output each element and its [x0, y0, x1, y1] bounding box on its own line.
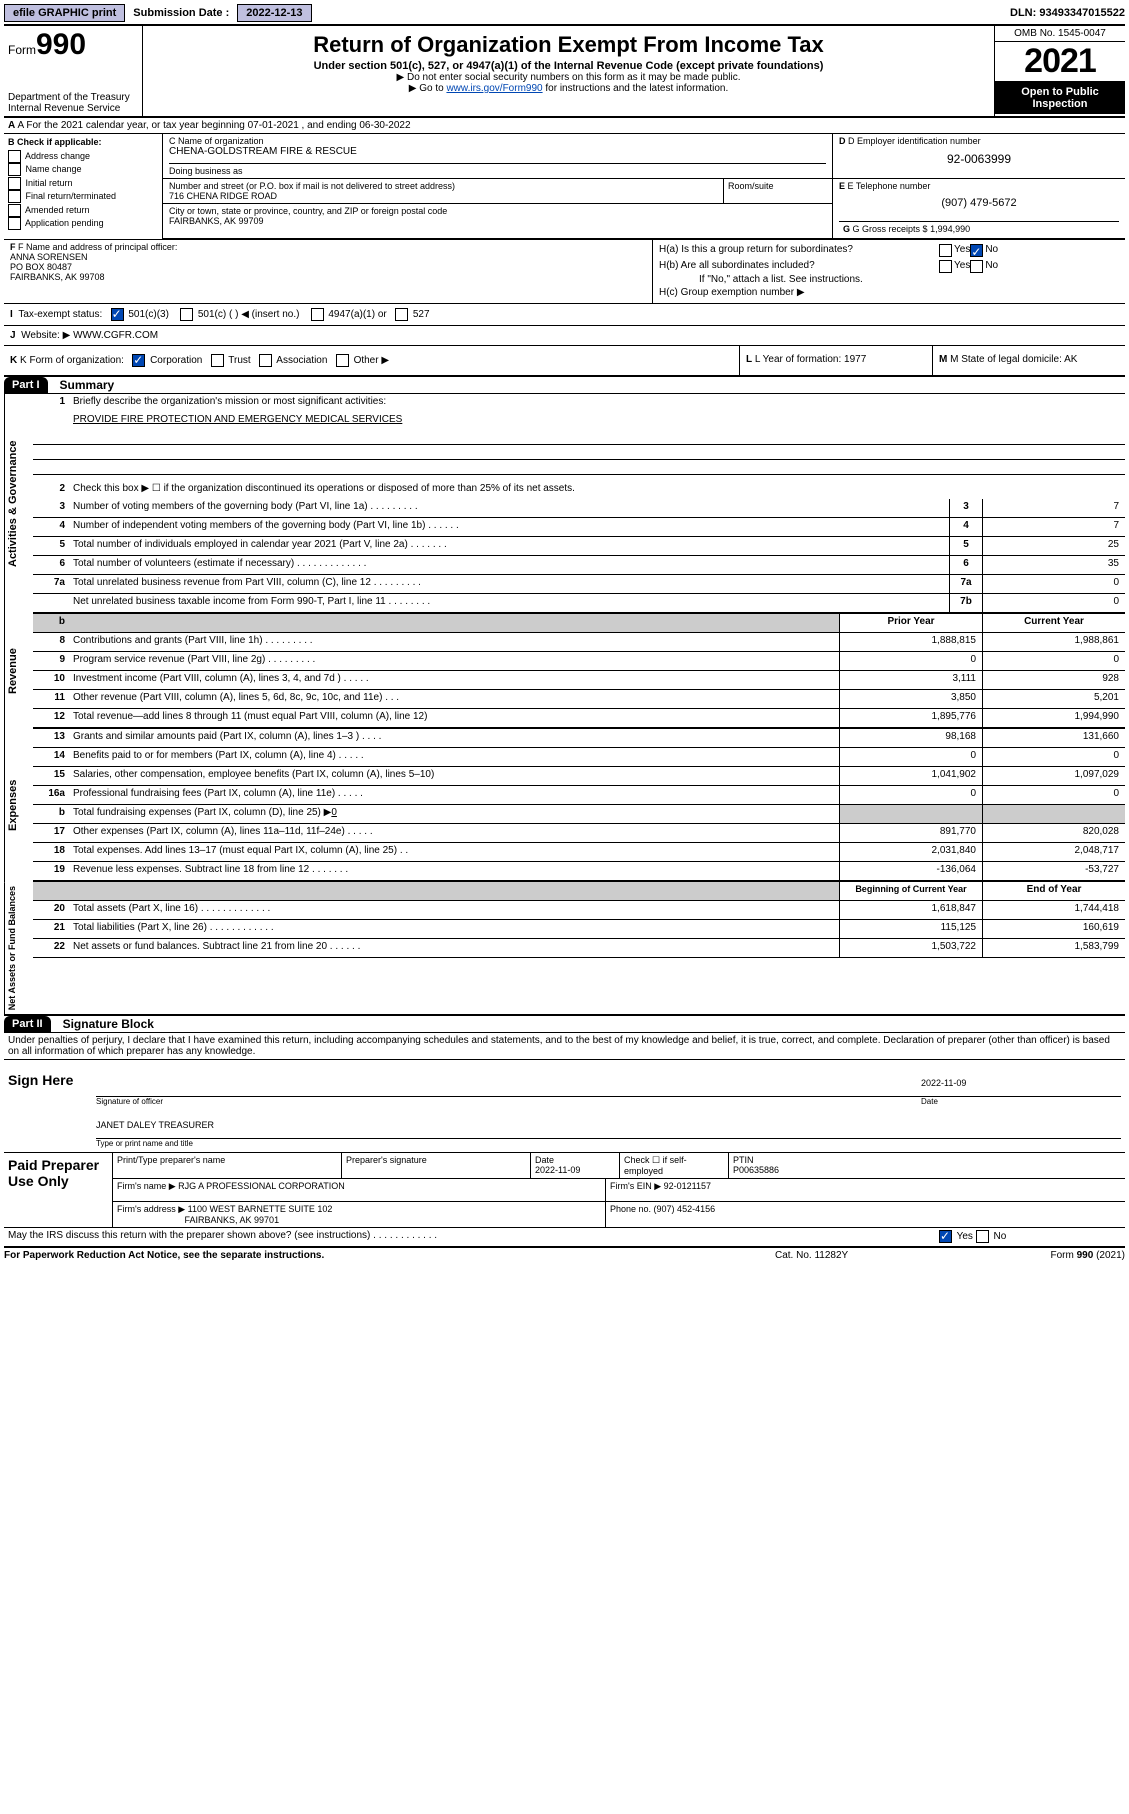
side-revenue: Revenue: [4, 614, 33, 729]
phone-cell: E E Telephone number (907) 479-5672 G G …: [832, 179, 1125, 238]
side-governance: Activities & Governance: [4, 394, 33, 614]
page-footer: For Paperwork Reduction Act Notice, see …: [4, 1248, 1125, 1261]
table-row: 19Revenue less expenses. Subtract line 1…: [33, 862, 1125, 882]
table-row: 21Total liabilities (Part X, line 26) . …: [33, 920, 1125, 939]
expenses-section: Expenses 13Grants and similar amounts pa…: [4, 729, 1125, 882]
table-row: 14Benefits paid to or for members (Part …: [33, 748, 1125, 767]
part1-header: Part I Summary: [4, 377, 1125, 394]
ein-cell: D D Employer identification number 92-00…: [832, 134, 1125, 178]
omb-number: OMB No. 1545-0047: [995, 26, 1125, 42]
preparer-section: Paid Preparer Use Only Print/Type prepar…: [4, 1152, 1125, 1227]
note-ssn: ▶ Do not enter social security numbers o…: [151, 72, 986, 83]
section-bcde: B Check if applicable: Address change Na…: [4, 134, 1125, 240]
state-domicile: M M State of legal domicile: AK: [932, 346, 1125, 375]
website-value[interactable]: WWW.CGFR.COM: [73, 330, 158, 341]
tax-exempt-status: I Tax-exempt status: 501(c)(3) 501(c) ( …: [4, 304, 1125, 325]
form-header: Form990 Department of the Treasury Inter…: [4, 26, 1125, 118]
phone-value: (907) 479-5672: [839, 191, 1119, 209]
header-left: Form990 Department of the Treasury Inter…: [4, 26, 143, 116]
year-formation: L L Year of formation: 1977: [739, 346, 932, 375]
officer-cell: F F Name and address of principal office…: [4, 240, 653, 303]
header-right: OMB No. 1545-0047 2021 Open to Public In…: [994, 26, 1125, 116]
table-row: 8Contributions and grants (Part VIII, li…: [33, 633, 1125, 652]
table-row: 16aProfessional fundraising fees (Part I…: [33, 786, 1125, 805]
note-link: ▶ Go to www.irs.gov/Form990 for instruct…: [151, 83, 986, 94]
table-row: 15Salaries, other compensation, employee…: [33, 767, 1125, 786]
declaration-text: Under penalties of perjury, I declare th…: [4, 1033, 1125, 1059]
revenue-section: Revenue bPrior YearCurrent Year 8Contrib…: [4, 614, 1125, 729]
open-inspection: Open to Public Inspection: [995, 82, 1125, 114]
form-title: Return of Organization Exempt From Incom…: [151, 32, 986, 58]
top-bar: efile GRAPHIC print Submission Date : 20…: [4, 4, 1125, 26]
table-row: 10Investment income (Part VIII, column (…: [33, 671, 1125, 690]
street-cell: Number and street (or P.O. box if mail i…: [163, 179, 723, 203]
table-row: 17Other expenses (Part IX, column (A), l…: [33, 824, 1125, 843]
officer-name: JANET DALEY TREASURER: [96, 1106, 1121, 1139]
dln: DLN: 93493347015522: [1010, 7, 1125, 19]
org-name-cell: C Name of organization CHENA-GOLDSTREAM …: [163, 134, 832, 178]
submission-date[interactable]: 2022-12-13: [237, 4, 311, 22]
discuss-row: May the IRS discuss this return with the…: [4, 1227, 1125, 1248]
gross-receipts: G G Gross receipts $ 1,994,990: [839, 221, 1119, 236]
website-row: J Website: ▶ WWW.CGFR.COM: [4, 326, 1125, 346]
table-row: 11Other revenue (Part VIII, column (A), …: [33, 690, 1125, 709]
sign-here-row: Sign Here Signature of officer 2022-11-0…: [4, 1059, 1125, 1152]
col-b-checkboxes: B Check if applicable: Address change Na…: [4, 134, 163, 239]
governance-section: Activities & Governance 1Briefly describ…: [4, 394, 1125, 614]
h-group-return: H(a) Is this a group return for subordin…: [653, 240, 1125, 303]
city-cell: City or town, state or province, country…: [163, 204, 832, 228]
table-row: 13Grants and similar amounts paid (Part …: [33, 729, 1125, 748]
submission-label: Submission Date :: [133, 7, 229, 19]
row-a-taxyear: A A For the 2021 calendar year, or tax y…: [4, 118, 1125, 134]
room-cell: Room/suite: [723, 179, 832, 203]
row-fh: F F Name and address of principal office…: [4, 240, 1125, 304]
header-mid: Return of Organization Exempt From Incom…: [143, 26, 994, 116]
form-of-org: K K Form of organization: Corporation Tr…: [4, 346, 739, 375]
efile-btn[interactable]: efile GRAPHIC print: [4, 4, 125, 22]
mission-text: PROVIDE FIRE PROTECTION AND EMERGENCY ME…: [69, 412, 1125, 430]
netassets-section: Net Assets or Fund Balances Beginning of…: [4, 882, 1125, 1016]
ein-value: 92-0063999: [839, 146, 1119, 166]
part2-header: Part II Signature Block: [4, 1016, 1125, 1033]
street-value: 716 CHENA RIDGE ROAD: [169, 191, 717, 201]
table-row: 18Total expenses. Add lines 13–17 (must …: [33, 843, 1125, 862]
side-expenses: Expenses: [4, 729, 33, 882]
table-row: 20Total assets (Part X, line 16) . . . .…: [33, 901, 1125, 920]
form-subtitle: Under section 501(c), 527, or 4947(a)(1)…: [151, 60, 986, 72]
table-row: 9Program service revenue (Part VIII, lin…: [33, 652, 1125, 671]
irs-link[interactable]: www.irs.gov/Form990: [446, 83, 542, 94]
row-klm: K K Form of organization: Corporation Tr…: [4, 346, 1125, 377]
table-row: 22Net assets or fund balances. Subtract …: [33, 939, 1125, 958]
sign-here-label: Sign Here: [4, 1060, 92, 1152]
tax-year: 2021: [995, 42, 1125, 82]
side-netassets: Net Assets or Fund Balances: [4, 882, 33, 1014]
dept-label: Department of the Treasury: [8, 92, 138, 103]
paid-preparer-label: Paid Preparer Use Only: [4, 1153, 112, 1227]
irs-label: Internal Revenue Service: [8, 103, 138, 114]
org-name: CHENA-GOLDSTREAM FIRE & RESCUE: [169, 146, 826, 157]
city-value: FAIRBANKS, AK 99709: [169, 216, 826, 226]
table-row: 12Total revenue—add lines 8 through 11 (…: [33, 709, 1125, 729]
